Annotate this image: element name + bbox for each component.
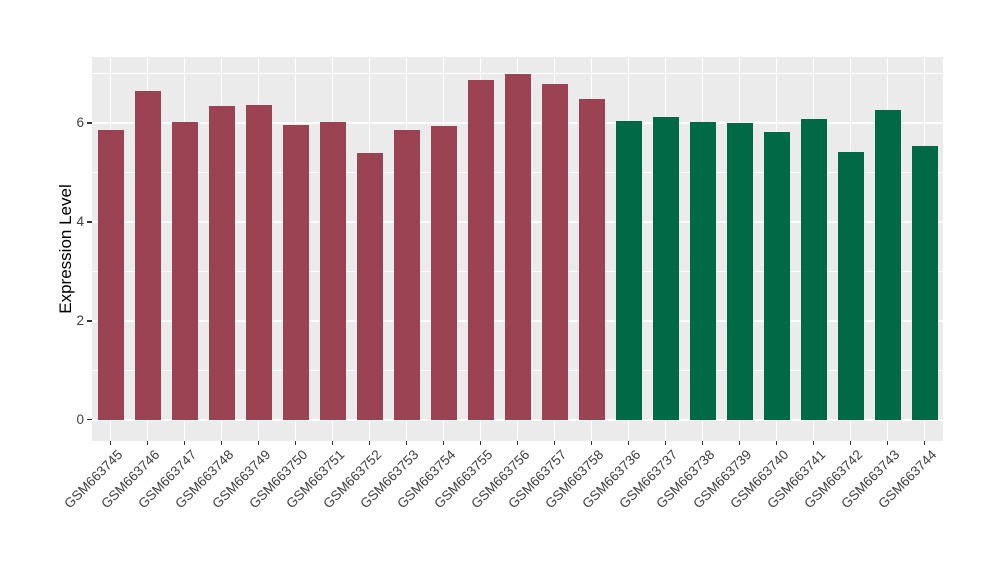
y-tick-mark [87,221,92,223]
x-tick-mark [294,441,297,445]
y-axis-title: Expression Level [56,184,75,314]
bar-GSM663745 [97,129,124,420]
x-tick-mark [405,441,408,445]
bar-GSM663755 [467,80,494,420]
bar-GSM663743 [874,109,901,420]
y-tick-mark [87,320,92,322]
y-tick-label: 6 [76,115,84,131]
bar-GSM663746 [134,91,161,420]
y-tick-label: 0 [76,411,84,427]
y-tick-mark [87,122,92,124]
x-tick-mark [627,441,630,445]
x-tick-mark [368,441,371,445]
bar-GSM663737 [652,116,679,420]
x-tick-mark [775,441,778,445]
minor-gridline [92,73,943,75]
bar-GSM663747 [171,121,198,420]
bar-GSM663744 [911,146,938,420]
bar-GSM663742 [837,152,864,420]
bar-GSM663751 [319,121,346,420]
x-tick-mark [109,441,112,445]
plot-panel [92,57,943,441]
y-tick-mark [87,418,92,421]
major-gridline [92,418,943,421]
x-tick-mark [442,441,445,445]
bar-GSM663740 [763,132,790,420]
x-tick-mark [257,441,260,445]
bar-GSM663757 [541,83,568,420]
x-tick-mark [146,441,149,445]
bar-GSM663752 [356,152,383,420]
bar-GSM663748 [208,106,235,420]
x-tick-mark [923,441,926,445]
bar-GSM663739 [726,123,753,420]
bar-GSM663736 [615,121,642,420]
x-tick-mark [701,441,704,445]
bar-GSM663741 [800,118,827,420]
x-tick-mark [553,441,556,445]
x-tick-mark [664,441,667,445]
bar-GSM663758 [578,99,605,420]
x-tick-mark [849,441,852,445]
bar-GSM663750 [282,125,309,420]
x-tick-mark [886,441,889,445]
x-tick-mark [220,441,223,445]
x-tick-mark [479,441,482,445]
bar-GSM663754 [430,125,457,420]
bar-GSM663738 [689,122,716,420]
x-tick-mark [590,441,593,445]
x-tick-mark [331,441,334,445]
x-tick-mark [183,441,186,445]
x-tick-mark [516,441,519,445]
bar-GSM663756 [504,73,531,420]
x-tick-mark [812,441,815,445]
bar-GSM663749 [245,105,272,420]
x-tick-mark [738,441,741,445]
bar-GSM663753 [393,130,420,420]
y-tick-label: 4 [76,214,84,230]
y-tick-label: 2 [76,312,84,328]
